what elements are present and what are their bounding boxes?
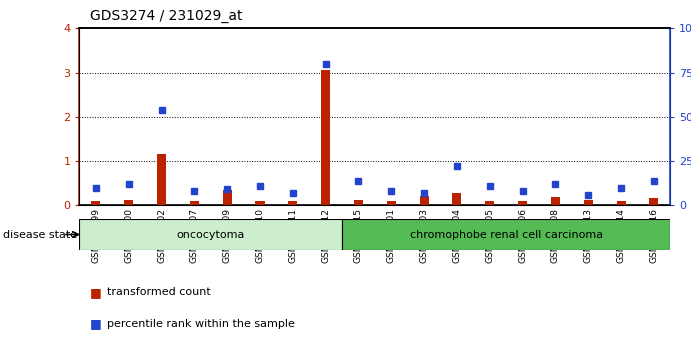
Bar: [157, 154, 166, 205]
Bar: [223, 190, 231, 205]
Bar: [256, 201, 265, 205]
Bar: [91, 201, 100, 205]
Text: ■: ■: [90, 286, 102, 298]
Bar: [288, 201, 297, 205]
Bar: [79, 219, 342, 250]
Bar: [354, 200, 363, 205]
Bar: [650, 198, 659, 205]
Bar: [616, 201, 625, 205]
Bar: [419, 196, 428, 205]
Bar: [551, 198, 560, 205]
Text: ■: ■: [90, 318, 102, 330]
Bar: [124, 200, 133, 205]
Text: disease state: disease state: [3, 230, 77, 240]
Bar: [342, 219, 670, 250]
Bar: [584, 200, 593, 205]
Bar: [321, 70, 330, 205]
Bar: [485, 201, 494, 205]
Bar: [453, 193, 462, 205]
Text: oncocytoma: oncocytoma: [177, 229, 245, 240]
Text: transformed count: transformed count: [107, 287, 211, 297]
Text: GDS3274 / 231029_at: GDS3274 / 231029_at: [90, 9, 243, 23]
Text: chromophobe renal cell carcinoma: chromophobe renal cell carcinoma: [410, 229, 603, 240]
Bar: [190, 201, 199, 205]
Text: percentile rank within the sample: percentile rank within the sample: [107, 319, 295, 329]
Bar: [387, 201, 396, 205]
Bar: [518, 201, 527, 205]
